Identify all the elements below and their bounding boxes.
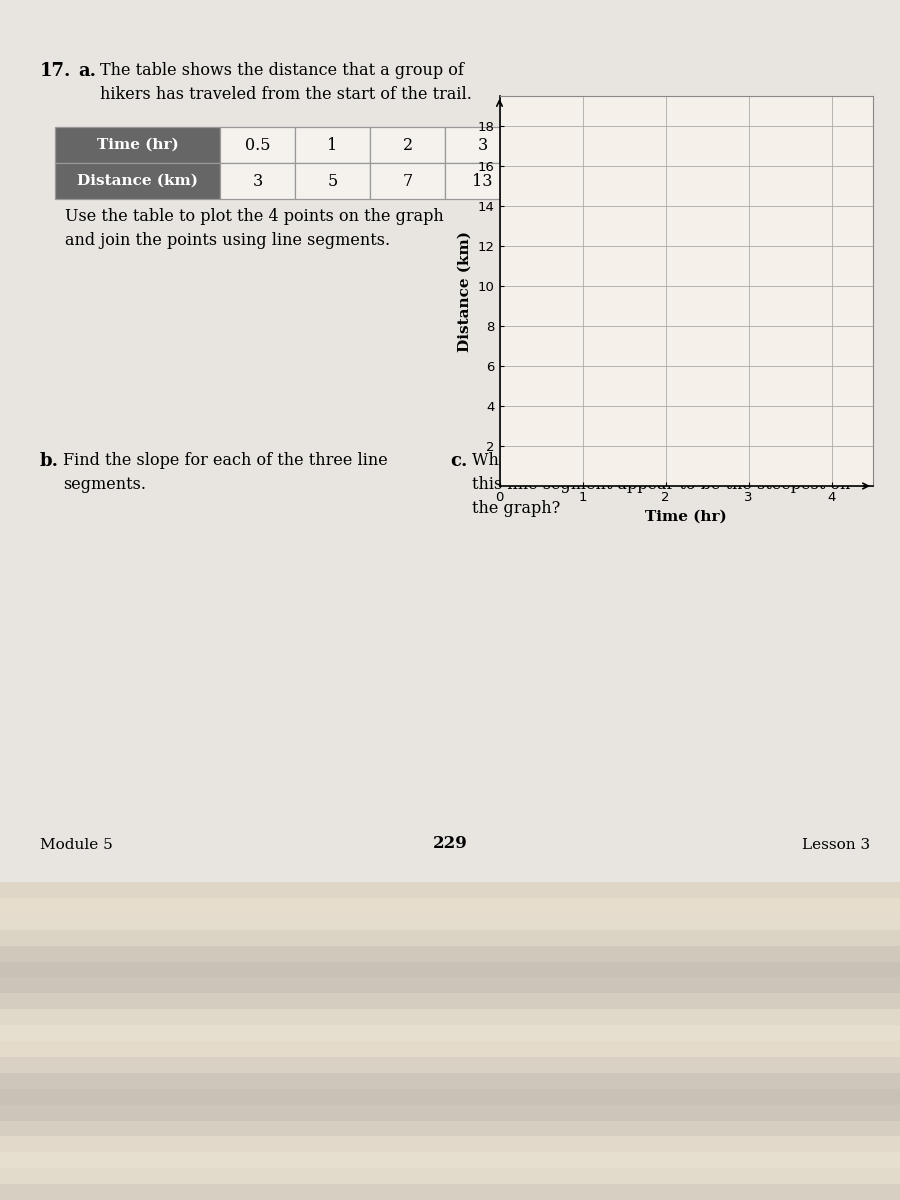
X-axis label: Time (hr): Time (hr) [645,510,727,523]
Text: Time (hr): Time (hr) [96,138,178,152]
Text: Use the table to plot the 4 points on the graph: Use the table to plot the 4 points on th… [65,208,444,226]
Text: Find the slope for each of the three line: Find the slope for each of the three lin… [63,452,388,469]
Bar [0,1169,900,1184]
Bar [220,163,295,199]
Text: 0.5: 0.5 [245,137,270,154]
Text: 17.: 17. [40,62,71,80]
Bar [445,163,520,199]
Bar [0,977,900,994]
Y-axis label: Distance (km): Distance (km) [458,230,473,352]
Text: this line segment appear to be the steepest on: this line segment appear to be the steep… [472,476,850,493]
Bar [0,898,900,914]
Bar [0,1088,900,1104]
Text: The table shows the distance that a group of: The table shows the distance that a grou… [100,62,464,79]
Bar [55,127,220,163]
Bar [295,163,370,199]
Bar [0,994,900,1009]
Bar [0,1136,900,1152]
Bar [0,1152,900,1169]
Bar [55,163,220,199]
Bar [0,1009,900,1025]
Bar [0,914,900,930]
Text: 3: 3 [252,173,263,190]
Text: Lesson 3: Lesson 3 [802,838,870,852]
Bar [0,1121,900,1136]
Bar [370,127,445,163]
Text: and join the points using line segments.: and join the points using line segments. [65,232,390,248]
Text: 3: 3 [477,137,488,154]
Text: the graph?: the graph? [472,500,560,517]
Bar [0,1025,900,1040]
Bar [0,930,900,946]
Bar [220,127,295,163]
Bar [0,961,900,977]
Text: 2: 2 [402,137,412,154]
Text: Which line segment has the greatest slope? Does: Which line segment has the greatest slop… [472,452,873,469]
Bar [370,163,445,199]
Bar [0,1057,900,1073]
Text: 13: 13 [472,173,493,190]
Bar [0,1073,900,1088]
Text: Module 5: Module 5 [40,838,112,852]
Text: 229: 229 [433,835,467,852]
Bar [295,127,370,163]
Text: 7: 7 [402,173,412,190]
Text: c.: c. [450,452,467,470]
Text: segments.: segments. [63,476,146,493]
Bar [0,882,900,898]
Text: 1: 1 [328,137,338,154]
Bar [0,1104,900,1121]
Text: 5: 5 [328,173,338,190]
Text: b.: b. [40,452,59,470]
Text: Distance (km): Distance (km) [77,174,198,188]
Bar [445,127,520,163]
Text: a.: a. [78,62,96,80]
Bar [0,946,900,961]
Bar [0,1184,900,1200]
Bar [0,1040,900,1057]
Text: hikers has traveled from the start of the trail.: hikers has traveled from the start of th… [100,86,472,103]
